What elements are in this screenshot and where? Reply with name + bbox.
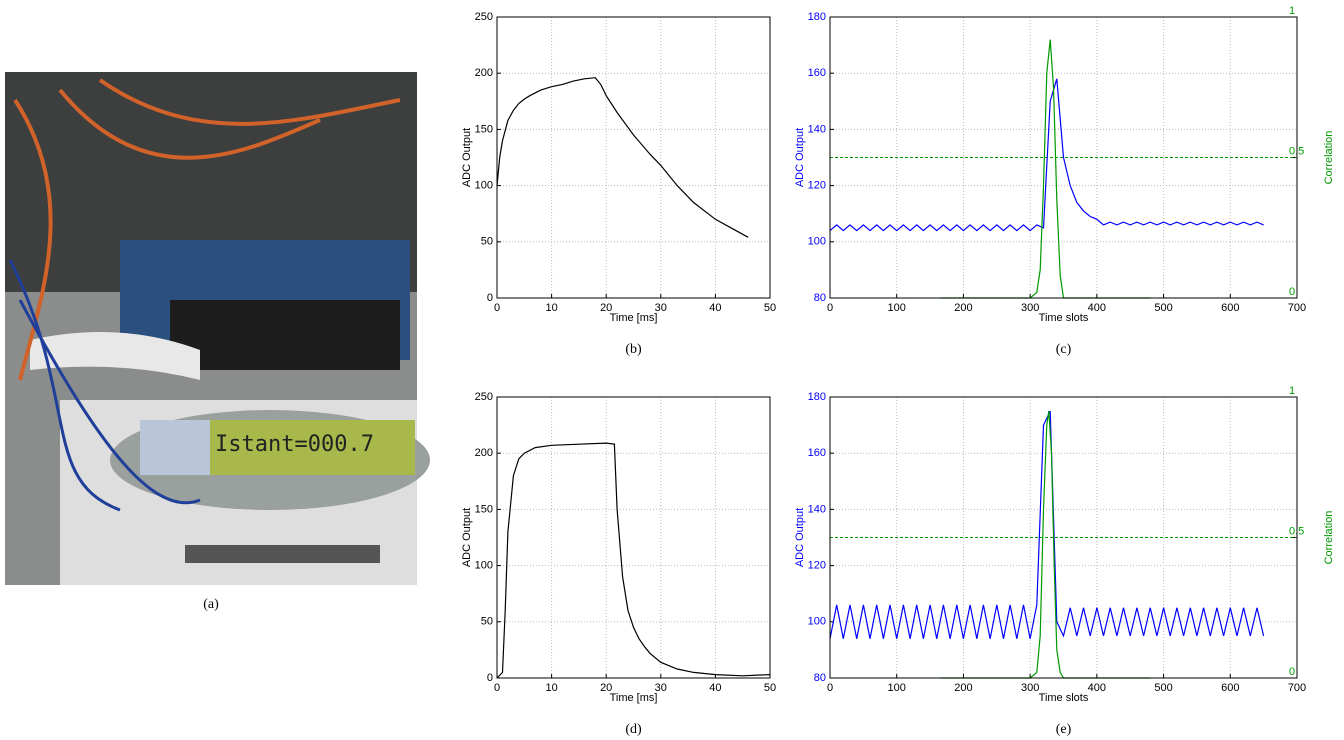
barcode [185,545,380,563]
y-tick-label: 0 [487,292,493,304]
x-tick-label: 400 [1088,302,1106,314]
x-tick-label: 20 [600,682,612,694]
x-tick-label: 30 [655,302,667,314]
x-tick-label: 0 [494,302,500,314]
plot-frame [829,396,1298,679]
series-line [496,442,771,679]
series-line [496,77,749,238]
photo: Istant=000.7 [5,72,430,585]
y-tick-label: 80 [814,292,826,304]
y-axis-label: ADC Output [794,128,806,187]
cable [30,332,200,380]
y-tick-label: 180 [808,11,826,23]
x-axis-label: Time [ms] [610,312,658,324]
x-tick-label: 400 [1088,682,1106,694]
y-tick-label: 180 [808,391,826,403]
caption: (c) [1056,342,1072,357]
y-tick-label: 150 [475,123,493,135]
lcd-text: Istant=000.7 [215,432,374,457]
y-tick-label: 140 [808,123,826,135]
y2-tick-label: 1 [1289,385,1295,397]
board-shield [170,300,400,370]
x-tick-label: 200 [954,302,972,314]
x-tick-label: 700 [1288,302,1306,314]
y-tick-label: 0 [487,672,493,684]
plot-frame [829,16,1298,299]
y-tick-label: 150 [475,503,493,515]
y-tick-label: 100 [475,180,493,192]
y-axis-label: ADC Output [461,508,473,567]
y-tick-label: 250 [475,11,493,23]
y-tick-label: 100 [475,560,493,572]
x-tick-label: 0 [827,302,833,314]
x-tick-label: 10 [545,302,557,314]
x-tick-label: 100 [888,302,906,314]
x-tick-label: 700 [1288,682,1306,694]
x-tick-label: 100 [888,682,906,694]
x-tick-label: 10 [545,682,557,694]
x-tick-label: 50 [764,682,776,694]
y-tick-label: 160 [808,447,826,459]
caption: (e) [1056,722,1072,737]
x-tick-label: 300 [1021,682,1039,694]
plot-frame [496,16,771,299]
caption: (b) [625,342,642,357]
x-tick-label: 0 [494,682,500,694]
y-tick-label: 160 [808,67,826,79]
y2-axis-label: Correlation [1323,511,1335,565]
y-tick-label: 50 [481,616,493,628]
x-tick-label: 300 [1021,302,1039,314]
blue-wires [8,259,201,512]
plot-frame [496,396,771,679]
x-tick-label: 40 [709,682,721,694]
y2-axis-label: Correlation [1323,131,1335,185]
y-tick-label: 200 [475,67,493,79]
y-tick-label: 120 [808,180,826,192]
y-tick-label: 100 [808,236,826,248]
y-tick-label: 250 [475,391,493,403]
x-tick-label: 500 [1154,682,1172,694]
series-line [940,39,1151,299]
x-tick-label: 600 [1221,682,1239,694]
x-axis-label: Time [ms] [610,692,658,704]
y2-tick-label: 1 [1289,5,1295,17]
x-tick-label: 40 [709,302,721,314]
x-tick-label: 500 [1154,302,1172,314]
y-tick-label: 120 [808,560,826,572]
y-axis-label: ADC Output [461,128,473,187]
series-line [829,410,1265,639]
x-tick-label: 30 [655,682,667,694]
series-line [829,78,1264,232]
x-tick-label: 200 [954,682,972,694]
y-tick-label: 80 [814,672,826,684]
caption: (d) [625,722,642,737]
y-axis-label: ADC Output [794,508,806,567]
y2-tick-label: 0 [1289,666,1295,678]
x-tick-label: 0 [827,682,833,694]
y-tick-label: 200 [475,447,493,459]
y-tick-label: 50 [481,236,493,248]
series-line [940,411,1151,679]
x-tick-label: 20 [600,302,612,314]
y-tick-label: 100 [808,616,826,628]
x-axis-label: Time slots [1039,312,1089,324]
x-axis-label: Time slots [1039,692,1089,704]
lcd [200,420,415,475]
y-tick-label: 140 [808,503,826,515]
y2-tick-label: 0 [1289,286,1295,298]
sensor [140,420,210,475]
x-tick-label: 50 [764,302,776,314]
caption: (a) [203,597,219,612]
wires [13,78,401,381]
x-tick-label: 600 [1221,302,1239,314]
